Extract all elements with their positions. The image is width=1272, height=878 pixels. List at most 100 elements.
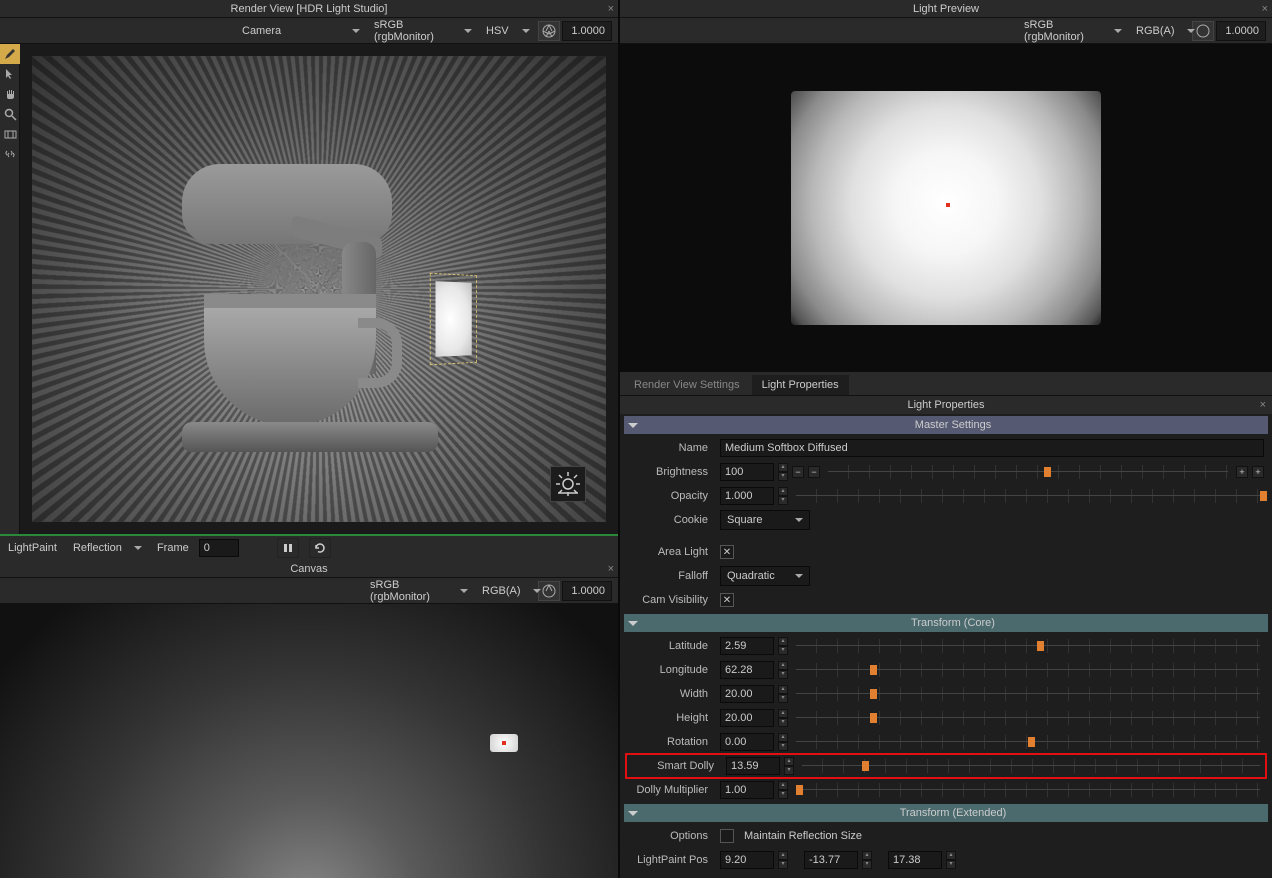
preview-colorspace-dropdown[interactable]: sRGB (rgbMonitor) bbox=[1018, 21, 1128, 41]
brightness-slider[interactable] bbox=[828, 465, 1228, 479]
width-spinner[interactable]: ▴▾ bbox=[778, 685, 788, 703]
width-input[interactable]: 20.00 bbox=[720, 685, 774, 703]
master-settings-header[interactable]: Master Settings bbox=[624, 416, 1268, 434]
width-label: Width bbox=[620, 688, 716, 700]
exposure-input[interactable]: 1.0000 bbox=[562, 21, 612, 41]
canvas-toolbar: sRGB (rgbMonitor) RGB(A) 1.0000 bbox=[0, 578, 618, 604]
close-icon[interactable]: × bbox=[1260, 396, 1266, 414]
opacity-slider[interactable] bbox=[796, 489, 1260, 503]
tab-render-settings[interactable]: Render View Settings bbox=[624, 375, 750, 395]
latitude-slider[interactable] bbox=[796, 639, 1260, 653]
longitude-slider[interactable] bbox=[796, 663, 1260, 677]
plus-icon[interactable]: + bbox=[1236, 466, 1248, 478]
lpp-y-input[interactable]: -13.77 bbox=[804, 851, 858, 869]
brush-tool[interactable] bbox=[0, 44, 20, 64]
latitude-input[interactable]: 2.59 bbox=[720, 637, 774, 655]
light-properties-header: Light Properties × bbox=[620, 396, 1272, 414]
cam-visibility-checkbox[interactable]: ✕ bbox=[720, 593, 734, 607]
rotation-label: Rotation bbox=[620, 736, 716, 748]
smart-dolly-input[interactable]: 13.59 bbox=[726, 757, 780, 775]
transform-extended-header[interactable]: Transform (Extended) bbox=[624, 804, 1268, 822]
canvas-viewport[interactable] bbox=[0, 604, 618, 878]
lpp-x-input[interactable]: 9.20 bbox=[720, 851, 774, 869]
lpp-z-spinner[interactable]: ▴▾ bbox=[946, 851, 956, 869]
mixer-handle bbox=[358, 318, 402, 388]
lpp-x-spinner[interactable]: ▴▾ bbox=[778, 851, 788, 869]
canvas-light-marker[interactable] bbox=[490, 734, 518, 752]
cookie-dropdown[interactable]: Square bbox=[720, 510, 810, 530]
area-light-checkbox[interactable]: ✕ bbox=[720, 545, 734, 559]
mode-dropdown[interactable]: HSV bbox=[480, 21, 536, 41]
aperture-icon[interactable] bbox=[538, 581, 560, 601]
mixer-base bbox=[182, 422, 438, 452]
rotation-slider[interactable] bbox=[796, 735, 1260, 749]
dolly-multiplier-slider[interactable] bbox=[796, 783, 1260, 797]
rotation-spinner[interactable]: ▴▾ bbox=[778, 733, 788, 751]
falloff-label: Falloff bbox=[620, 570, 716, 582]
height-spinner[interactable]: ▴▾ bbox=[778, 709, 788, 727]
canvas-colorspace-dropdown[interactable]: sRGB (rgbMonitor) bbox=[364, 581, 474, 601]
preview-exposure-input[interactable]: 1.0000 bbox=[1216, 21, 1266, 41]
smart-dolly-label: Smart Dolly bbox=[626, 760, 722, 772]
brightness-spinner[interactable]: ▴▾ bbox=[778, 463, 788, 481]
longitude-label: Longitude bbox=[620, 664, 716, 676]
sun-icon[interactable] bbox=[550, 466, 586, 502]
maintain-reflection-checkbox[interactable] bbox=[720, 829, 734, 843]
canvas-mode-dropdown[interactable]: RGB(A) bbox=[476, 581, 536, 601]
plus-icon[interactable]: + bbox=[1252, 466, 1264, 478]
minus-icon[interactable]: − bbox=[792, 466, 804, 478]
opacity-input[interactable]: 1.000 bbox=[720, 487, 774, 505]
falloff-dropdown[interactable]: Quadratic bbox=[720, 566, 810, 586]
lpp-y-spinner[interactable]: ▴▾ bbox=[862, 851, 872, 869]
height-slider[interactable] bbox=[796, 711, 1260, 725]
aperture-icon[interactable] bbox=[1192, 21, 1214, 41]
height-input[interactable]: 20.00 bbox=[720, 709, 774, 727]
latitude-spinner[interactable]: ▴▾ bbox=[778, 637, 788, 655]
lightpaint-label: LightPaint bbox=[8, 542, 57, 554]
pause-icon[interactable] bbox=[277, 538, 299, 558]
region-tool[interactable] bbox=[0, 124, 20, 144]
preview-mode-dropdown[interactable]: RGB(A) bbox=[1130, 21, 1190, 41]
close-icon[interactable]: × bbox=[1262, 0, 1268, 18]
tab-light-properties[interactable]: Light Properties bbox=[752, 375, 849, 395]
camera-dropdown[interactable]: Camera bbox=[236, 21, 366, 41]
rotation-input[interactable]: 0.00 bbox=[720, 733, 774, 751]
aperture-icon[interactable] bbox=[538, 21, 560, 41]
hand-tool[interactable] bbox=[0, 84, 20, 104]
brightness-input[interactable]: 100 bbox=[720, 463, 774, 481]
light-preview-toolbar: sRGB (rgbMonitor) RGB(A) 1.0000 bbox=[620, 18, 1272, 44]
minus-icon[interactable]: − bbox=[808, 466, 820, 478]
canvas-exposure-input[interactable]: 1.0000 bbox=[562, 581, 612, 601]
transform-core-header[interactable]: Transform (Core) bbox=[624, 614, 1268, 632]
brightness-label: Brightness bbox=[620, 466, 716, 478]
name-input[interactable]: Medium Softbox Diffused bbox=[720, 439, 1264, 457]
dolly-multiplier-spinner[interactable]: ▴▾ bbox=[778, 781, 788, 799]
canvas-title: Canvas × bbox=[0, 560, 618, 578]
frame-input[interactable]: 0 bbox=[199, 539, 239, 557]
colorspace-dropdown[interactable]: sRGB (rgbMonitor) bbox=[368, 21, 478, 41]
refresh-icon[interactable] bbox=[309, 538, 331, 558]
lpp-z-input[interactable]: 17.38 bbox=[888, 851, 942, 869]
longitude-spinner[interactable]: ▴▾ bbox=[778, 661, 788, 679]
link-tool[interactable] bbox=[0, 144, 20, 164]
render-viewport[interactable] bbox=[20, 44, 618, 534]
close-icon[interactable]: × bbox=[608, 0, 614, 18]
render-view-title: Render View [HDR Light Studio] × bbox=[0, 0, 618, 18]
latitude-label: Latitude bbox=[620, 640, 716, 652]
smart-dolly-slider[interactable] bbox=[802, 759, 1260, 773]
light-gizmo[interactable] bbox=[430, 273, 477, 366]
dolly-multiplier-input[interactable]: 1.00 bbox=[720, 781, 774, 799]
pointer-tool[interactable] bbox=[0, 64, 20, 84]
dolly-multiplier-label: Dolly Multiplier bbox=[620, 784, 716, 796]
light-preview-viewport[interactable] bbox=[620, 44, 1272, 372]
lightpaint-mode-dropdown[interactable]: Reflection bbox=[67, 538, 147, 558]
name-label: Name bbox=[620, 442, 716, 454]
opacity-spinner[interactable]: ▴▾ bbox=[778, 487, 788, 505]
smart-dolly-spinner[interactable]: ▴▾ bbox=[784, 757, 794, 775]
zoom-tool[interactable] bbox=[0, 104, 20, 124]
softbox-preview bbox=[791, 91, 1101, 325]
close-icon[interactable]: × bbox=[608, 560, 614, 578]
longitude-input[interactable]: 62.28 bbox=[720, 661, 774, 679]
width-slider[interactable] bbox=[796, 687, 1260, 701]
lightpaint-pos-label: LightPaint Pos bbox=[620, 854, 716, 866]
